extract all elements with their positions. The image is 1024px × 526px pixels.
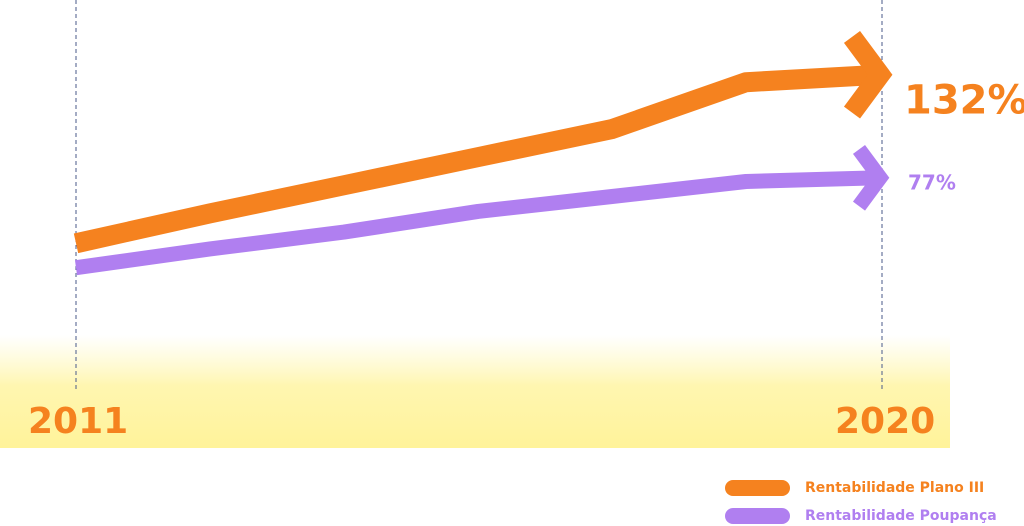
data-line — [73, 64, 881, 254]
x-tick-label: 2020 — [835, 401, 935, 442]
data-line — [74, 170, 881, 276]
x-tick-label: 2011 — [28, 401, 128, 442]
value-label: 132% — [904, 78, 1024, 124]
value-label: 77% — [908, 170, 956, 194]
arrow-head — [843, 30, 893, 119]
legend-label: Rentabilidade Poupança — [805, 508, 997, 524]
arrow-head — [852, 144, 890, 211]
highlight-band — [0, 335, 950, 448]
legend-swatch — [725, 480, 790, 496]
legend-label: Rentabilidade Plano III — [805, 480, 984, 496]
legend-swatch — [725, 508, 790, 524]
